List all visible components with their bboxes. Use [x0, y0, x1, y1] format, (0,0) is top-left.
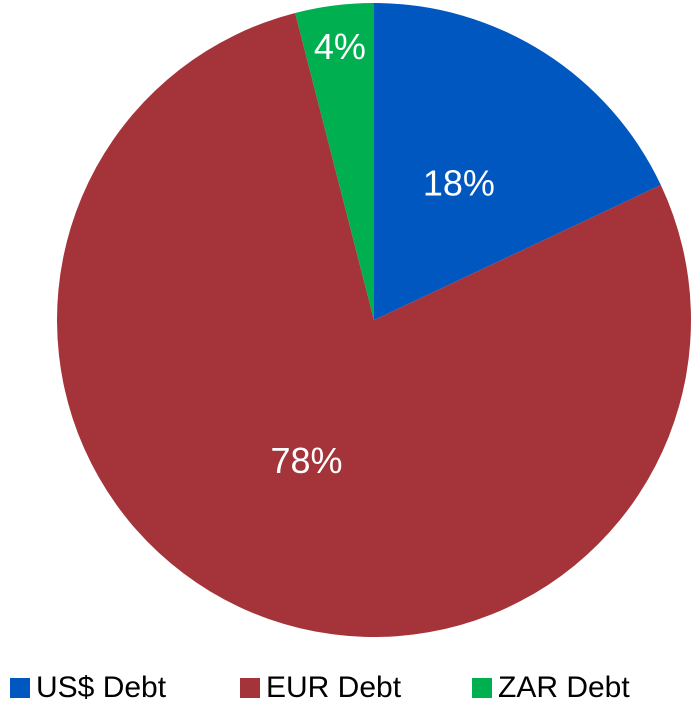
legend-swatch — [10, 678, 30, 698]
slice-label: 78% — [270, 440, 342, 481]
legend-label: EUR Debt — [266, 671, 402, 704]
legend-swatch — [472, 678, 492, 698]
slice-label: 18% — [423, 163, 495, 204]
legend-swatch — [240, 678, 260, 698]
legend-label: ZAR Debt — [498, 671, 630, 704]
pie-slice — [57, 12, 692, 637]
pie-slice — [374, 3, 661, 320]
pie-slice — [295, 3, 374, 320]
slice-label: 4% — [314, 26, 366, 67]
legend-label: US$ Debt — [36, 671, 167, 704]
